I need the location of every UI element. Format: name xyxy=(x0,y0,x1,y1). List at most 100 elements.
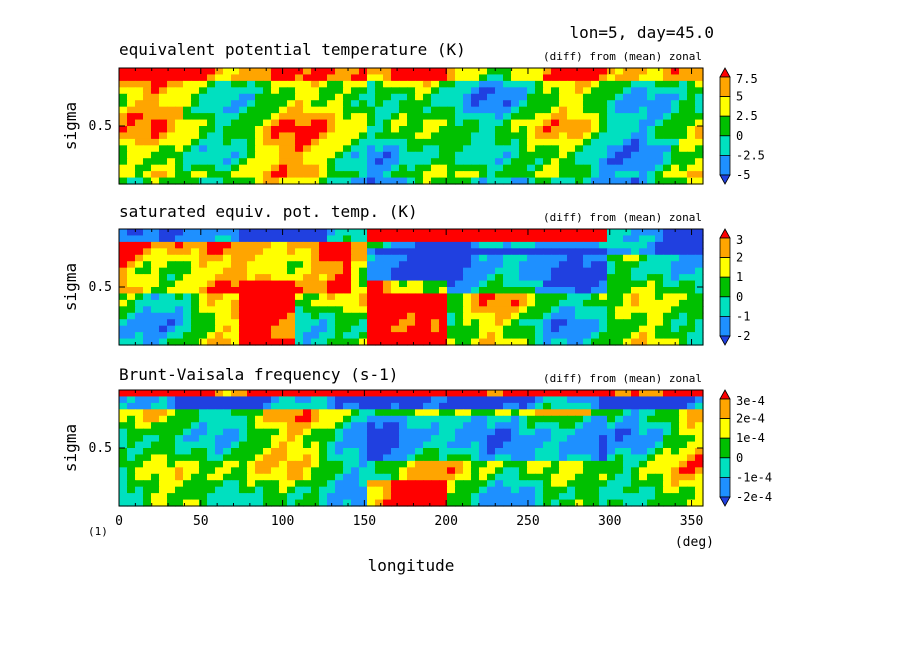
heatmap-cell xyxy=(591,287,600,295)
heatmap-cell xyxy=(455,415,464,423)
heatmap-cell xyxy=(279,177,288,185)
heatmap-cell xyxy=(327,241,336,249)
heatmap-cell xyxy=(383,93,392,101)
heatmap-cell xyxy=(615,441,624,449)
heatmap-cell xyxy=(375,287,384,295)
heatmap-cell xyxy=(559,325,568,333)
heatmap-cell xyxy=(535,338,544,346)
heatmap-cell xyxy=(183,428,192,436)
heatmap-cell xyxy=(455,274,464,282)
heatmap-cell xyxy=(583,473,592,481)
heatmap-cell xyxy=(319,312,328,320)
heatmap-cell xyxy=(151,171,160,179)
heatmap-cell xyxy=(599,100,608,108)
heatmap-cell xyxy=(135,119,144,127)
heatmap-cell xyxy=(167,74,176,82)
heatmap-cell xyxy=(343,229,352,237)
heatmap-cell xyxy=(255,80,264,88)
heatmap-cell xyxy=(663,74,672,82)
heatmap-cell xyxy=(671,319,680,327)
heatmap-cell xyxy=(119,241,128,249)
heatmap-cell xyxy=(151,106,160,114)
heatmap-cell xyxy=(351,454,360,462)
heatmap-cell xyxy=(335,319,344,327)
heatmap-cell xyxy=(407,274,416,282)
heatmap-cell xyxy=(687,80,696,88)
heatmap-cell xyxy=(567,261,576,269)
x-tick-label: 100 xyxy=(271,514,294,529)
heatmap-cell xyxy=(279,441,288,449)
heatmap-cell xyxy=(359,171,368,179)
heatmap-cell xyxy=(639,473,648,481)
heatmap-cell xyxy=(159,280,168,288)
heatmap-cell xyxy=(567,390,576,398)
heatmap-cell xyxy=(151,132,160,140)
heatmap-cell xyxy=(351,177,360,185)
heatmap-cell xyxy=(303,467,312,475)
heatmap-cell xyxy=(223,448,232,456)
heatmap-cell xyxy=(335,306,344,314)
heatmap-cell xyxy=(351,293,360,301)
heatmap-cell xyxy=(655,422,664,430)
heatmap-cell xyxy=(495,390,504,398)
heatmap-cell xyxy=(559,177,568,185)
heatmap-cell xyxy=(271,261,280,269)
heatmap-cell xyxy=(407,415,416,423)
heatmap-cell xyxy=(447,338,456,346)
heatmap-cell xyxy=(543,493,552,501)
heatmap-cell xyxy=(143,396,152,404)
heatmap-cell xyxy=(679,396,688,404)
heatmap-cell xyxy=(135,409,144,417)
heatmap-cell xyxy=(639,93,648,101)
heatmap-cell xyxy=(367,402,376,410)
heatmap-cell xyxy=(671,254,680,262)
heatmap-cell xyxy=(231,454,240,462)
heatmap-cell xyxy=(535,126,544,134)
x-tick-label: 200 xyxy=(434,514,457,529)
heatmap-cell xyxy=(319,126,328,134)
heatmap-cell xyxy=(575,493,584,501)
heatmap-cell xyxy=(351,396,360,404)
heatmap-cell xyxy=(639,248,648,256)
heatmap-cell xyxy=(367,235,376,243)
heatmap-cell xyxy=(343,145,352,153)
heatmap-cell xyxy=(511,158,520,166)
heatmap-cell xyxy=(247,274,256,282)
heatmap-cell xyxy=(439,113,448,121)
heatmap-cell xyxy=(223,480,232,488)
heatmap-cell xyxy=(455,93,464,101)
heatmap-cell xyxy=(247,74,256,82)
heatmap-cell xyxy=(599,177,608,185)
heatmap-cell xyxy=(255,87,264,95)
heatmap-cell xyxy=(631,287,640,295)
heatmap-cell xyxy=(343,68,352,76)
heatmap-cell xyxy=(151,164,160,172)
heatmap-cell xyxy=(127,126,136,134)
x-tick-label: 350 xyxy=(680,514,703,529)
heatmap-cell xyxy=(447,499,456,507)
heatmap-cell xyxy=(527,287,536,295)
heatmap-cell xyxy=(335,493,344,501)
heatmap-cell xyxy=(471,435,480,443)
heatmap-cell xyxy=(511,422,520,430)
heatmap-cell xyxy=(575,454,584,462)
heatmap-cell xyxy=(287,332,296,340)
heatmap-cell xyxy=(599,499,608,507)
heatmap-cell xyxy=(319,248,328,256)
heatmap-cell xyxy=(559,145,568,153)
heatmap-cell xyxy=(223,332,232,340)
heatmap-cell xyxy=(247,87,256,95)
heatmap-cell xyxy=(215,74,224,82)
heatmap-cell xyxy=(615,402,624,410)
heatmap-cell xyxy=(167,312,176,320)
heatmap-cell xyxy=(503,435,512,443)
heatmap-cell xyxy=(471,254,480,262)
heatmap-cell xyxy=(495,287,504,295)
heatmap-cell xyxy=(271,338,280,346)
heatmap-cell xyxy=(519,132,528,140)
heatmap-cell xyxy=(183,409,192,417)
heatmap-cell xyxy=(647,332,656,340)
heatmap-cell xyxy=(319,171,328,179)
heatmap-cell xyxy=(599,435,608,443)
heatmap-cell xyxy=(679,254,688,262)
